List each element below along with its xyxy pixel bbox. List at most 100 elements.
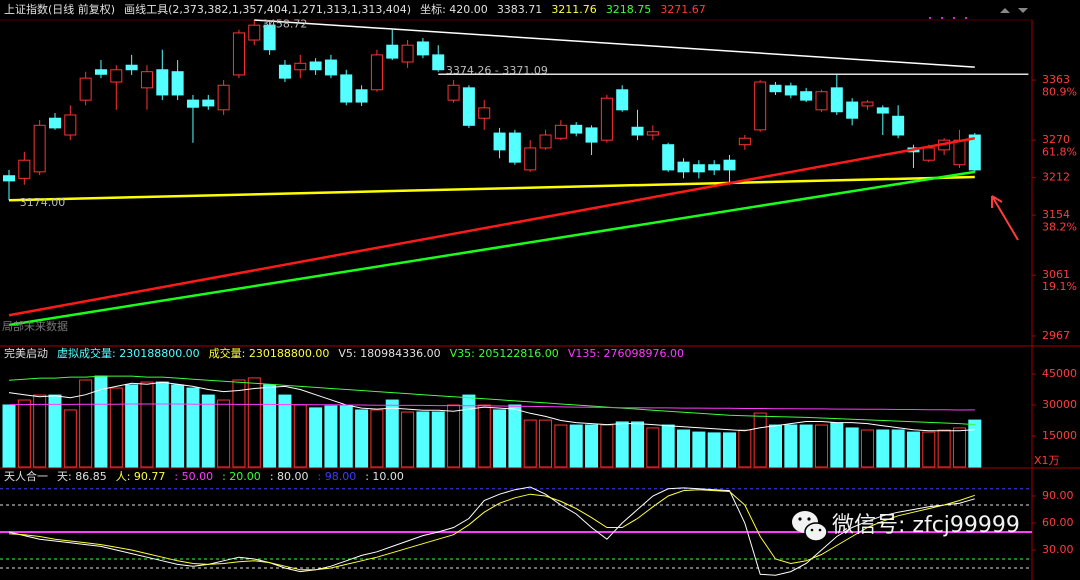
candle-body — [232, 32, 245, 76]
volume-bar — [814, 424, 828, 468]
trend-line — [8, 170, 975, 327]
top-right-icons — [929, 8, 1028, 19]
volume-bar — [171, 384, 185, 468]
annotation: 3174.00 — [20, 196, 66, 209]
volume-bar — [876, 429, 890, 468]
candle-body — [539, 134, 552, 149]
level-label: : 20.00 — [222, 470, 261, 483]
volume-bar — [738, 429, 752, 468]
level-label: : 98.00 — [318, 470, 357, 483]
indicator-line — [8, 486, 975, 576]
volume-bar — [692, 431, 706, 468]
trend-line — [254, 19, 975, 68]
candle-body — [294, 62, 307, 71]
candle-body — [677, 161, 690, 173]
volume-bar — [33, 394, 47, 468]
fib-label: 19.1% — [1042, 280, 1077, 293]
volume-bar — [922, 431, 936, 468]
candle-body — [968, 134, 981, 171]
candle-body — [416, 41, 429, 56]
volume-bar — [952, 427, 966, 468]
header-item: V5: 180984336.00 — [338, 347, 440, 360]
candle-body — [386, 44, 399, 59]
volume-bar — [891, 429, 905, 468]
header-item: 3271.67 — [660, 3, 706, 16]
candle-body — [263, 24, 276, 51]
volume-bar — [799, 424, 813, 468]
y-tick-label: 30000 — [1042, 398, 1077, 411]
header-item: 成交量: 230188800.00 — [209, 346, 330, 360]
candle-body — [554, 124, 567, 139]
y-tick-label: 3270 — [1042, 133, 1070, 146]
candle-body — [48, 117, 61, 129]
volume-bar — [631, 421, 645, 468]
candle-body — [217, 84, 230, 111]
y-tick-label: 90.00 — [1042, 489, 1074, 502]
volume-bar — [217, 399, 231, 468]
volume-bar — [431, 411, 445, 468]
header-item: 人: 90.77 — [116, 470, 166, 483]
candle-body — [892, 115, 905, 136]
volume-bar — [661, 424, 675, 468]
header-item: 3218.75 — [606, 3, 652, 16]
candle-body — [646, 131, 659, 136]
volume-ma-line — [9, 403, 975, 411]
candle-body — [600, 97, 613, 141]
candle-body — [846, 101, 859, 119]
wechat-icon — [792, 511, 828, 542]
candle-body — [815, 91, 828, 111]
candle-body — [309, 61, 322, 71]
volume-ma-line — [8, 381, 975, 432]
volume-bar — [201, 394, 215, 468]
volume-bar — [355, 409, 369, 468]
volume-bar — [2, 404, 16, 468]
header-item: 3383.71 — [497, 3, 543, 16]
candle-body — [202, 99, 215, 107]
volume-bar — [677, 429, 691, 468]
volume-bar — [968, 419, 982, 468]
y-tick-label: 60.00 — [1042, 516, 1074, 529]
volume-bar — [186, 387, 200, 468]
volume-bar — [707, 432, 721, 468]
volume-bar — [79, 379, 93, 468]
red-arrow — [991, 195, 1019, 241]
volume-bar — [646, 427, 660, 468]
annotation: 3458.72 — [262, 18, 308, 31]
candle-body — [110, 69, 123, 83]
candle-body — [692, 164, 705, 173]
candle-body — [125, 64, 138, 71]
candle-body — [18, 159, 31, 179]
fib-label: 80.9% — [1042, 85, 1077, 98]
y-tick-label: 3363 — [1042, 73, 1070, 86]
fib-label: 38.2% — [1042, 220, 1077, 233]
candle-body — [324, 59, 337, 76]
volume-bar — [63, 409, 77, 468]
level-label: : 10.00 — [365, 470, 404, 483]
volume-bar — [293, 404, 307, 468]
level-label: : 50.00 — [174, 470, 213, 483]
candle-body — [355, 89, 368, 103]
volume-bar — [860, 429, 874, 468]
volume-bar — [539, 419, 553, 468]
candle-body — [493, 132, 506, 151]
candle-body — [769, 84, 782, 93]
candle-body — [33, 124, 46, 173]
candle-body — [340, 74, 353, 103]
candle-body — [171, 71, 184, 96]
volume-bar — [401, 411, 415, 468]
volume-bar — [232, 379, 246, 468]
trend-line — [8, 137, 976, 317]
volume-bar — [508, 404, 522, 468]
volume-bar — [493, 409, 507, 468]
header-item: 画线工具(2,373,382,1,357,404,1,271,313,1,313… — [124, 2, 411, 16]
candle-body — [662, 144, 675, 171]
volume-bar — [263, 384, 277, 468]
header-item: 完美启动 — [4, 346, 48, 360]
candle-body — [79, 77, 92, 101]
y-tick-label: 3212 — [1042, 171, 1070, 184]
fib-label: 61.8% — [1042, 145, 1077, 158]
candle-body — [94, 69, 107, 75]
y-tick-label: 3154 — [1042, 208, 1070, 221]
volume-ma-line — [8, 375, 975, 426]
